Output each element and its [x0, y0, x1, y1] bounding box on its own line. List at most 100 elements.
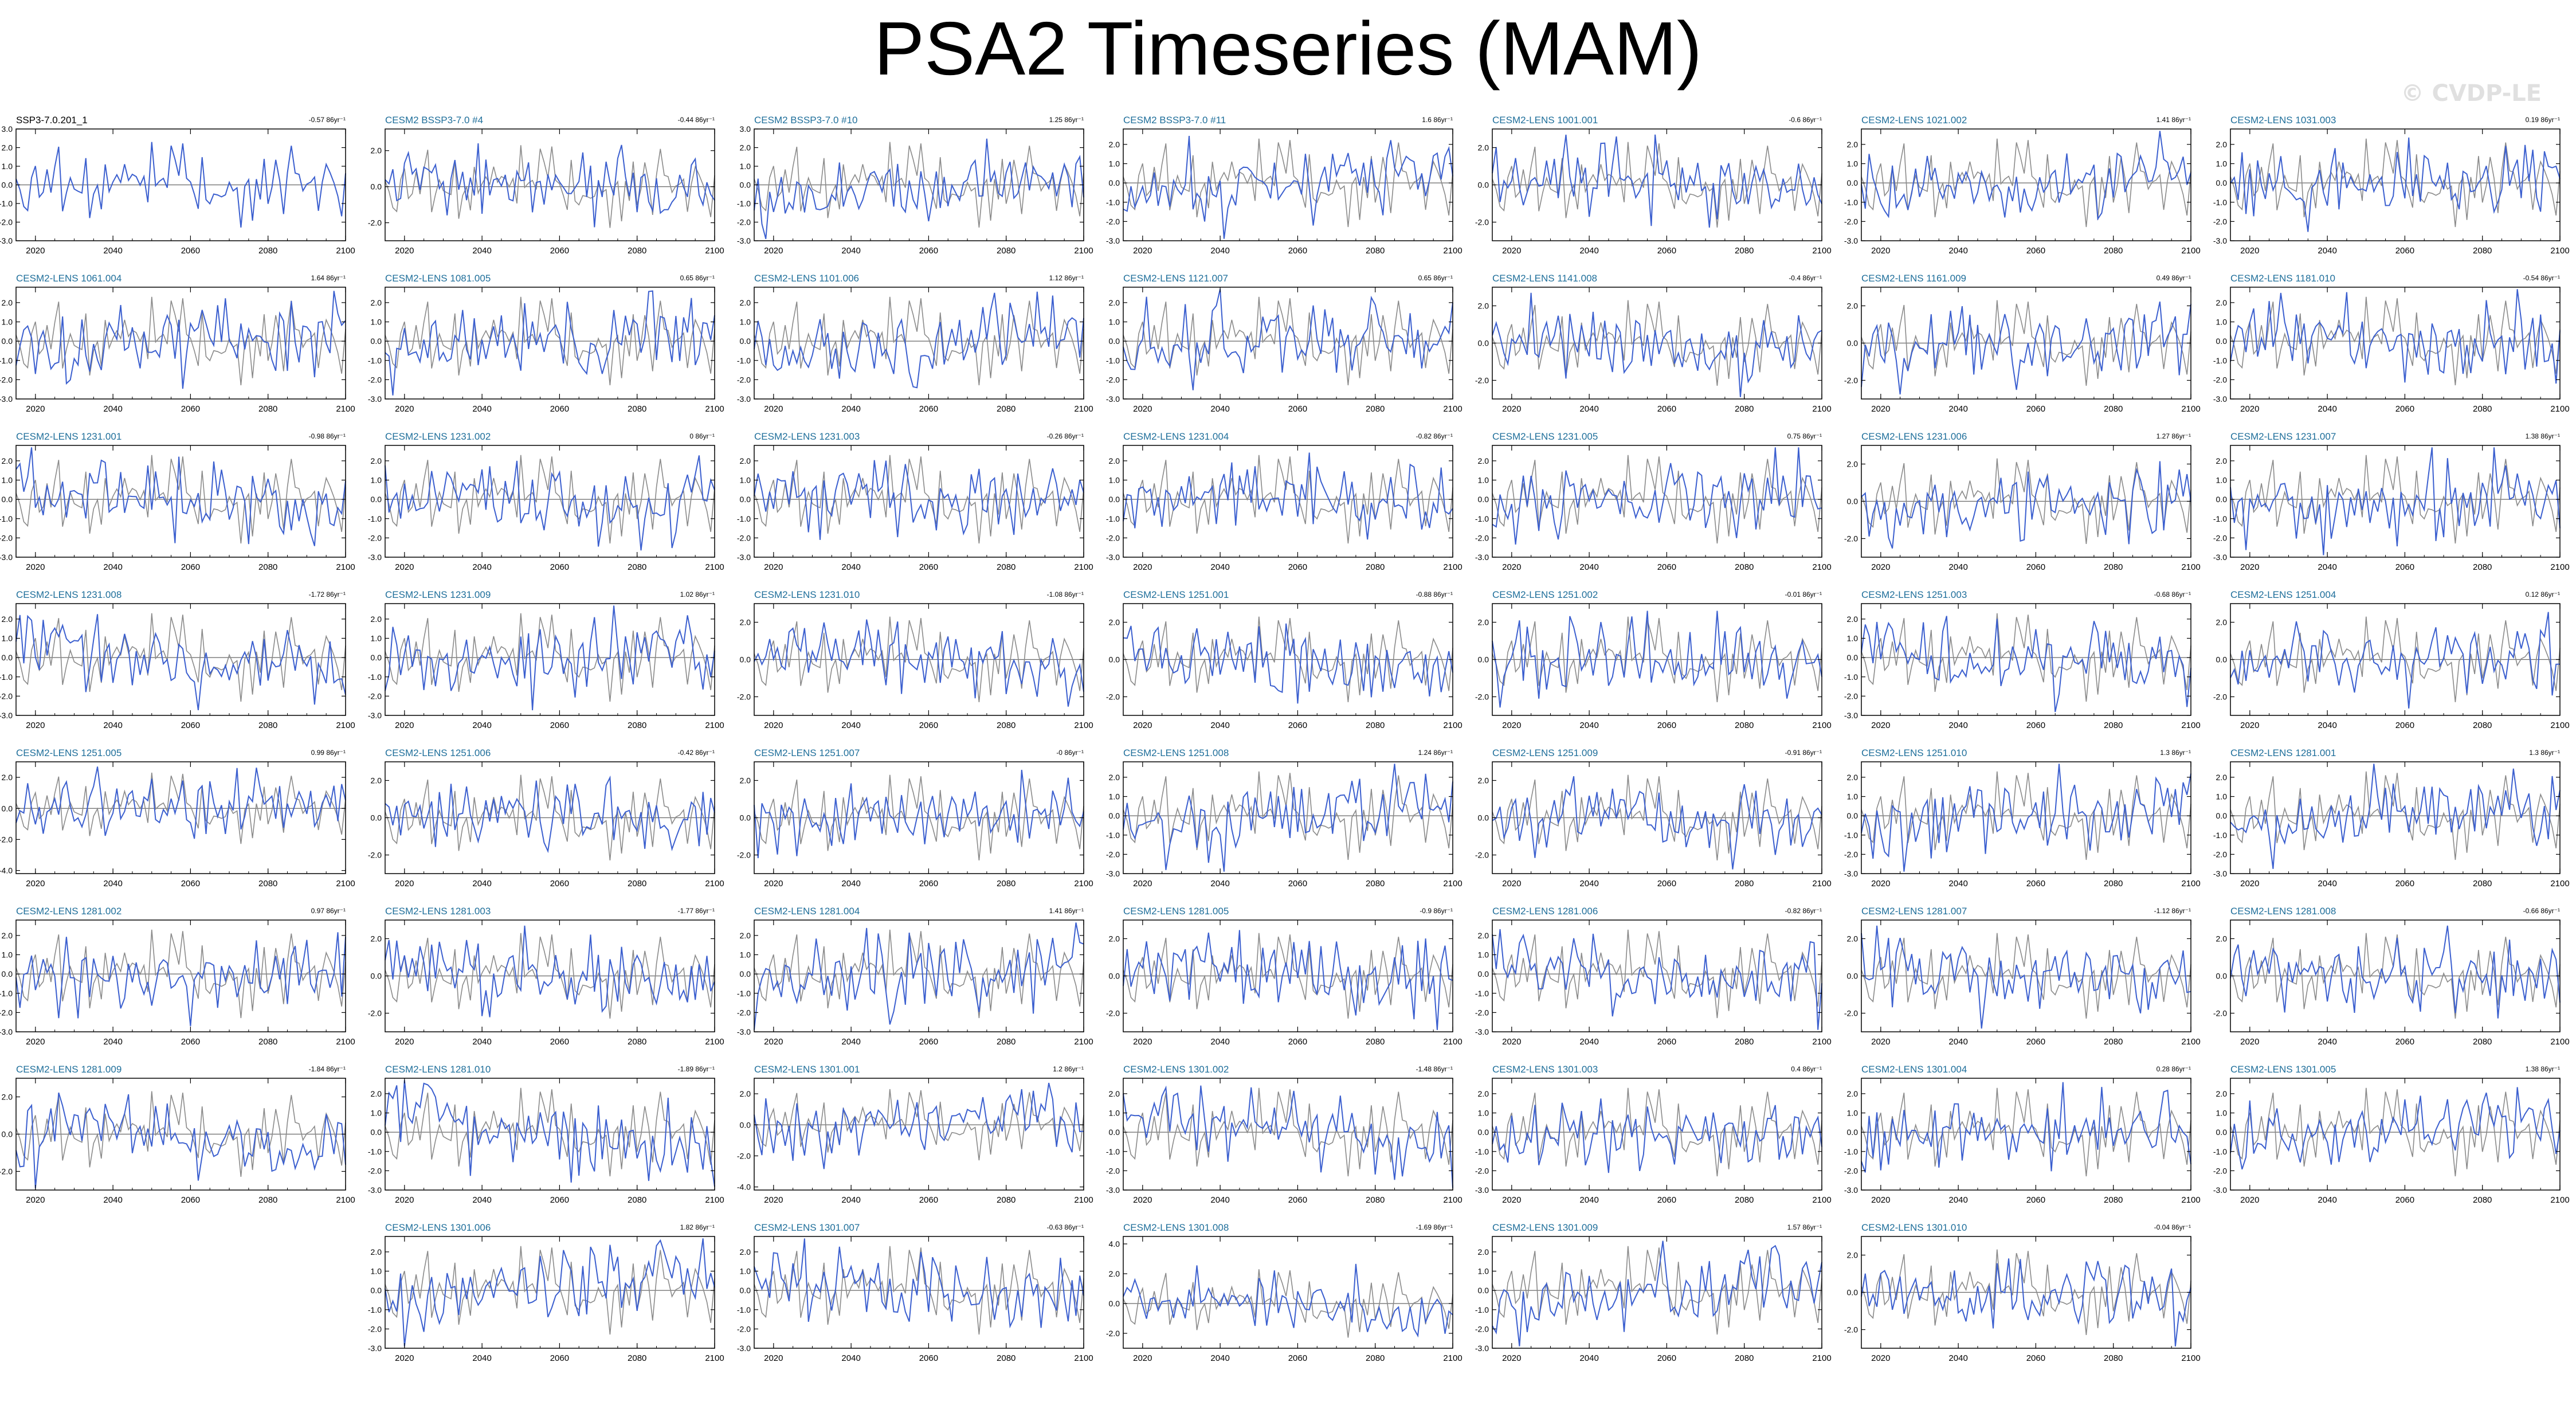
x-tick-label: 2060: [181, 562, 200, 572]
trend-label: 1.27 86yr⁻¹: [2157, 432, 2191, 440]
y-tick-label: 0.0: [740, 181, 751, 190]
x-tick-label: 2100: [1443, 562, 1462, 572]
timeseries-panel: CESM2-LENS 1281.007 -1.12 86yr⁻¹ -2.0 0.0 2.…: [1844, 906, 2201, 1047]
x-tick-label: 2040: [472, 404, 491, 414]
y-tick-label: -2.0: [1844, 1325, 1858, 1334]
x-tick-label: 2040: [472, 1037, 491, 1047]
member-series-line: [1861, 1258, 2191, 1347]
y-tick-label: 2.0: [1109, 140, 1120, 149]
observed-series-line: [15, 929, 346, 1019]
x-tick-label: 2020: [1502, 879, 1521, 889]
x-tick-label: 2080: [1735, 879, 1754, 889]
x-tick-label: 2100: [1443, 1353, 1462, 1363]
x-tick-label: 2040: [1210, 721, 1229, 730]
trend-label: -0.4 86yr⁻¹: [1789, 274, 1822, 282]
x-tick-label: 2020: [2240, 879, 2259, 889]
timeseries-panel: CESM2-LENS 1301.001 1.2 86yr⁻¹ -4.0 -2.0 0.0…: [737, 1064, 1093, 1205]
x-tick-label: 2100: [2181, 562, 2200, 572]
y-tick-label: 0.0: [371, 1286, 382, 1295]
y-tick-label: 0.0: [1847, 178, 1859, 187]
y-tick-label: -2.0: [1106, 533, 1120, 542]
observed-series-line: [1861, 933, 2191, 1019]
y-tick-label: 2.0: [1109, 618, 1120, 627]
x-tick-label: 2020: [395, 879, 414, 889]
y-tick-label: -3.0: [737, 1027, 751, 1036]
y-tick-label: -2.0: [1844, 534, 1858, 543]
x-tick-label: 2100: [2181, 1037, 2200, 1047]
x-tick-label: 2040: [1948, 562, 1967, 572]
trend-label: 0.75 86yr⁻¹: [1787, 432, 1822, 440]
x-tick-label: 2040: [1948, 1195, 1967, 1205]
x-tick-label: 2020: [1502, 1353, 1521, 1363]
x-tick-label: 2080: [2104, 404, 2123, 414]
panel-title: CESM2-LENS 1031.003: [2230, 115, 2336, 126]
member-series-line: [385, 143, 715, 228]
timeseries-panel: CESM2-LENS 1181.010 -0.54 86yr⁻¹ -3.0 -2.0 -…: [2213, 273, 2570, 414]
x-tick-label: 2080: [1735, 1353, 1754, 1363]
panel-title: CESM2-LENS 1301.006: [385, 1222, 491, 1233]
x-tick-label: 2060: [919, 562, 938, 572]
trend-label: -0.9 86yr⁻¹: [1420, 907, 1453, 915]
x-tick-label: 2060: [550, 1195, 569, 1205]
observed-series-line: [1492, 1087, 1822, 1177]
y-tick-label: 0.0: [371, 1128, 382, 1137]
y-tick-label: 1.0: [2216, 159, 2228, 169]
y-tick-label: -2.0: [1475, 851, 1489, 860]
x-tick-label: 2040: [1948, 721, 1967, 730]
y-tick-label: -2.0: [2213, 375, 2227, 384]
observed-series-line: [754, 774, 1084, 860]
y-tick-label: -1.0: [368, 514, 382, 523]
x-tick-label: 2100: [2181, 404, 2200, 414]
y-tick-label: -2.0: [368, 1009, 382, 1018]
member-series-line: [1123, 136, 1453, 239]
trend-label: -0.88 86yr⁻¹: [1416, 590, 1453, 598]
y-tick-label: 1.0: [1847, 159, 1859, 169]
x-tick-label: 2080: [1366, 562, 1385, 572]
y-tick-label: 0.0: [1847, 497, 1859, 506]
x-tick-label: 2080: [2473, 1195, 2492, 1205]
timeseries-panel: CESM2-LENS 1231.003 -0.26 86yr⁻¹ -3.0 -2.0 -…: [737, 431, 1093, 572]
y-tick-label: 0.0: [1478, 495, 1489, 504]
x-tick-label: 2080: [258, 721, 277, 730]
y-tick-label: -2.0: [0, 533, 13, 542]
panel-title: CESM2-LENS 1281.006: [1492, 906, 1598, 917]
y-tick-label: -3.0: [1106, 236, 1120, 245]
y-tick-label: -3.0: [1106, 869, 1120, 878]
observed-series-line: [2230, 455, 2561, 544]
member-series-line: [2230, 137, 2561, 232]
y-tick-label: 0.0: [1109, 178, 1120, 187]
trend-label: 1.3 86yr⁻¹: [2160, 749, 2191, 757]
x-tick-label: 2100: [705, 721, 724, 730]
y-tick-label: 0.0: [1109, 495, 1120, 504]
plot-frame: [1861, 1078, 2191, 1191]
x-tick-label: 2100: [705, 1037, 724, 1047]
x-tick-label: 2040: [2318, 879, 2336, 889]
timeseries-panel: CESM2-LENS 1251.004 0.12 86yr⁻¹ -2.0 0.0 2.0…: [2213, 589, 2570, 730]
x-tick-label: 2040: [1579, 1195, 1598, 1205]
x-tick-label: 2080: [1366, 879, 1385, 889]
x-tick-label: 2080: [1366, 721, 1385, 730]
x-tick-label: 2060: [1657, 1037, 1676, 1047]
y-tick-label: -2.0: [368, 218, 382, 228]
x-tick-label: 2060: [2395, 404, 2414, 414]
x-tick-label: 2060: [2395, 562, 2414, 572]
plot-frame: [2230, 1078, 2561, 1191]
member-series-line: [1492, 776, 1822, 870]
x-tick-label: 2060: [181, 721, 200, 730]
y-tick-label: 2.0: [1847, 934, 1859, 944]
y-tick-label: -3.0: [2213, 553, 2227, 562]
plot-frame: [385, 128, 715, 241]
x-tick-label: 2040: [1579, 562, 1598, 572]
y-tick-label: 1.0: [2216, 318, 2228, 327]
x-tick-label: 2040: [1948, 1353, 1967, 1363]
y-tick-label: 1.0: [2, 950, 13, 960]
y-tick-label: 0.0: [1478, 1128, 1489, 1137]
x-tick-label: 2100: [1074, 879, 1093, 889]
y-tick-label: -1.0: [1844, 1147, 1858, 1156]
y-tick-label: -2.0: [0, 218, 13, 227]
y-tick-label: 0.0: [1478, 655, 1489, 664]
x-tick-label: 2020: [764, 1195, 783, 1205]
y-tick-label: 0.0: [1109, 336, 1120, 346]
y-tick-label: 2.0: [371, 1089, 382, 1098]
x-tick-label: 2080: [2104, 1037, 2123, 1047]
